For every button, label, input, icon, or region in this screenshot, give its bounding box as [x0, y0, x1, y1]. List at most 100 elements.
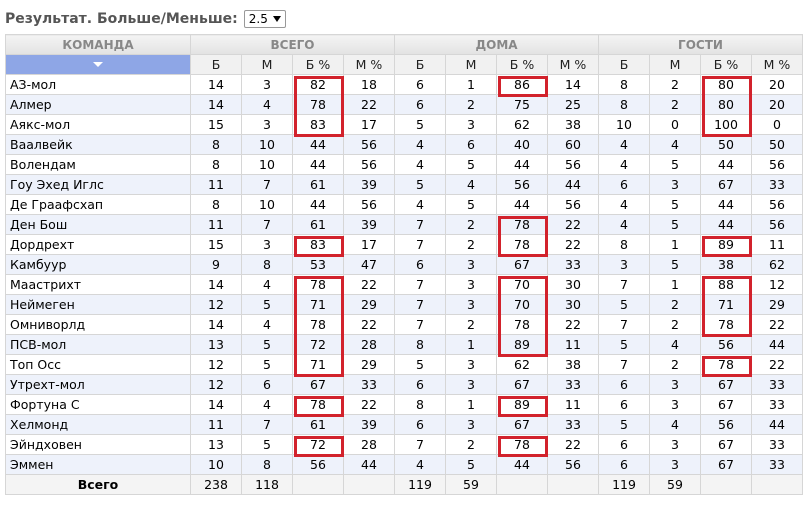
- team-row: Ден Бош 11 7 61 39 7 2 78 22 4 5 44 56: [5, 214, 803, 235]
- stat-cell: 20: [751, 74, 803, 95]
- team-name: Омниворлд: [5, 314, 191, 335]
- stat-cell: 1: [445, 334, 497, 355]
- stat-cell: 44: [496, 194, 548, 215]
- stat-cell: 29: [343, 354, 395, 375]
- stat-cell: 3: [445, 254, 497, 275]
- highlight-box: [294, 76, 344, 137]
- stat-cell: 2: [445, 434, 497, 455]
- stat-cell: 1: [649, 274, 701, 295]
- team-row: Аякс-мол 15 3 83 17 5 3 62 38 10 0 100 0: [5, 114, 803, 135]
- stat-cell: 38: [700, 254, 752, 275]
- group-header: ДОМА: [394, 34, 599, 55]
- highlight-box: [702, 276, 752, 337]
- stat-cell: 12: [190, 374, 242, 395]
- stat-cell: 6: [598, 434, 650, 455]
- stat-cell: 33: [343, 374, 395, 395]
- stat-cell: 62: [496, 114, 548, 135]
- stat-cell: 3: [445, 354, 497, 375]
- stat-cell: 44: [496, 454, 548, 475]
- stat-cell: 6: [445, 134, 497, 155]
- empty-cell: [547, 474, 599, 495]
- stat-cell: 67: [700, 394, 752, 415]
- stat-cell: 4: [241, 314, 293, 335]
- stat-cell: 22: [343, 94, 395, 115]
- group-header-row: КОМАНДА ВСЕГО ДОМА ГОСТИ: [5, 34, 803, 55]
- stat-cell: 7: [598, 314, 650, 335]
- stat-cell: 67: [496, 254, 548, 275]
- highlight-box: [702, 356, 752, 377]
- team-row: АЗ-мол 14 3 82 18 6 1 86 14 8 2 80 20: [5, 74, 803, 95]
- stat-cell: 29: [751, 294, 803, 315]
- team-row: Маастрихт 14 4 78 22 7 3 70 30 7 1 88 12: [5, 274, 803, 295]
- stat-cell: 7: [598, 274, 650, 295]
- stat-cell: 22: [547, 214, 599, 235]
- empty-cell: [343, 474, 395, 495]
- team-name: Хелмонд: [5, 414, 191, 435]
- stats-table: КОМАНДА ВСЕГО ДОМА ГОСТИ Б М Б % М % Б М Б % М % Б М Б…: [5, 34, 803, 495]
- stat-cell: 56: [343, 134, 395, 155]
- stat-cell: 2: [649, 294, 701, 315]
- team-name: Топ Осс: [5, 354, 191, 375]
- stat-cell: 62: [751, 254, 803, 275]
- stat-cell: 53: [292, 254, 344, 275]
- stat-cell: 5: [649, 254, 701, 275]
- sub-header: М %: [343, 54, 395, 75]
- stat-cell: 7: [394, 214, 446, 235]
- empty-cell: [700, 474, 752, 495]
- stat-cell: 25: [547, 94, 599, 115]
- total-cell: 119: [598, 474, 650, 495]
- stat-cell: 39: [343, 174, 395, 195]
- empty-cell: [292, 474, 344, 495]
- stat-cell: 13: [190, 334, 242, 355]
- stat-cell: 30: [547, 274, 599, 295]
- stat-cell: 56: [547, 194, 599, 215]
- stat-cell: 6: [241, 374, 293, 395]
- stat-cell: 7: [394, 294, 446, 315]
- team-row: ПСВ-мол 13 5 72 28 8 1 89 11 5 4 56 44: [5, 334, 803, 355]
- stat-cell: 2: [649, 94, 701, 115]
- stat-cell: 62: [496, 354, 548, 375]
- stat-cell: 78: [496, 434, 548, 455]
- group-header: ВСЕГО: [190, 34, 395, 55]
- stat-cell: 4: [598, 214, 650, 235]
- sub-header: М %: [547, 54, 599, 75]
- stat-cell: 14: [190, 74, 242, 95]
- stat-cell: 56: [700, 414, 752, 435]
- sub-header: М: [649, 54, 701, 75]
- stat-cell: 7: [241, 214, 293, 235]
- stat-cell: 3: [649, 434, 701, 455]
- stat-cell: 33: [751, 454, 803, 475]
- highlight-box: [702, 236, 752, 257]
- stat-cell: 44: [343, 454, 395, 475]
- stat-cell: 8: [394, 394, 446, 415]
- stat-cell: 56: [751, 214, 803, 235]
- stat-cell: 22: [343, 314, 395, 335]
- sub-header: Б %: [700, 54, 752, 75]
- stat-cell: 14: [190, 394, 242, 415]
- filter-bar: Результат. Больше/Меньше: 2.5: [5, 8, 286, 30]
- stat-cell: 15: [190, 234, 242, 255]
- stat-cell: 33: [751, 374, 803, 395]
- stat-cell: 4: [598, 154, 650, 175]
- total-cell: 118: [241, 474, 293, 495]
- stat-cell: 8: [190, 134, 242, 155]
- stat-cell: 11: [547, 394, 599, 415]
- stat-cell: 14: [547, 74, 599, 95]
- stat-cell: 4: [394, 454, 446, 475]
- stat-cell: 44: [547, 174, 599, 195]
- total-label: Всего: [5, 474, 191, 495]
- stat-cell: 60: [547, 134, 599, 155]
- sub-header: М: [241, 54, 293, 75]
- stat-cell: 5: [241, 294, 293, 315]
- stat-cell: 10: [241, 194, 293, 215]
- total-cell: 119: [394, 474, 446, 495]
- stat-cell: 6: [394, 414, 446, 435]
- stat-cell: 4: [598, 194, 650, 215]
- sort-header[interactable]: [5, 54, 191, 75]
- stat-cell: 3: [241, 234, 293, 255]
- filter-select[interactable]: 2.5: [243, 10, 286, 28]
- stat-cell: 2: [445, 314, 497, 335]
- sub-header: Б %: [292, 54, 344, 75]
- stat-cell: 67: [700, 374, 752, 395]
- stat-cell: 12: [190, 294, 242, 315]
